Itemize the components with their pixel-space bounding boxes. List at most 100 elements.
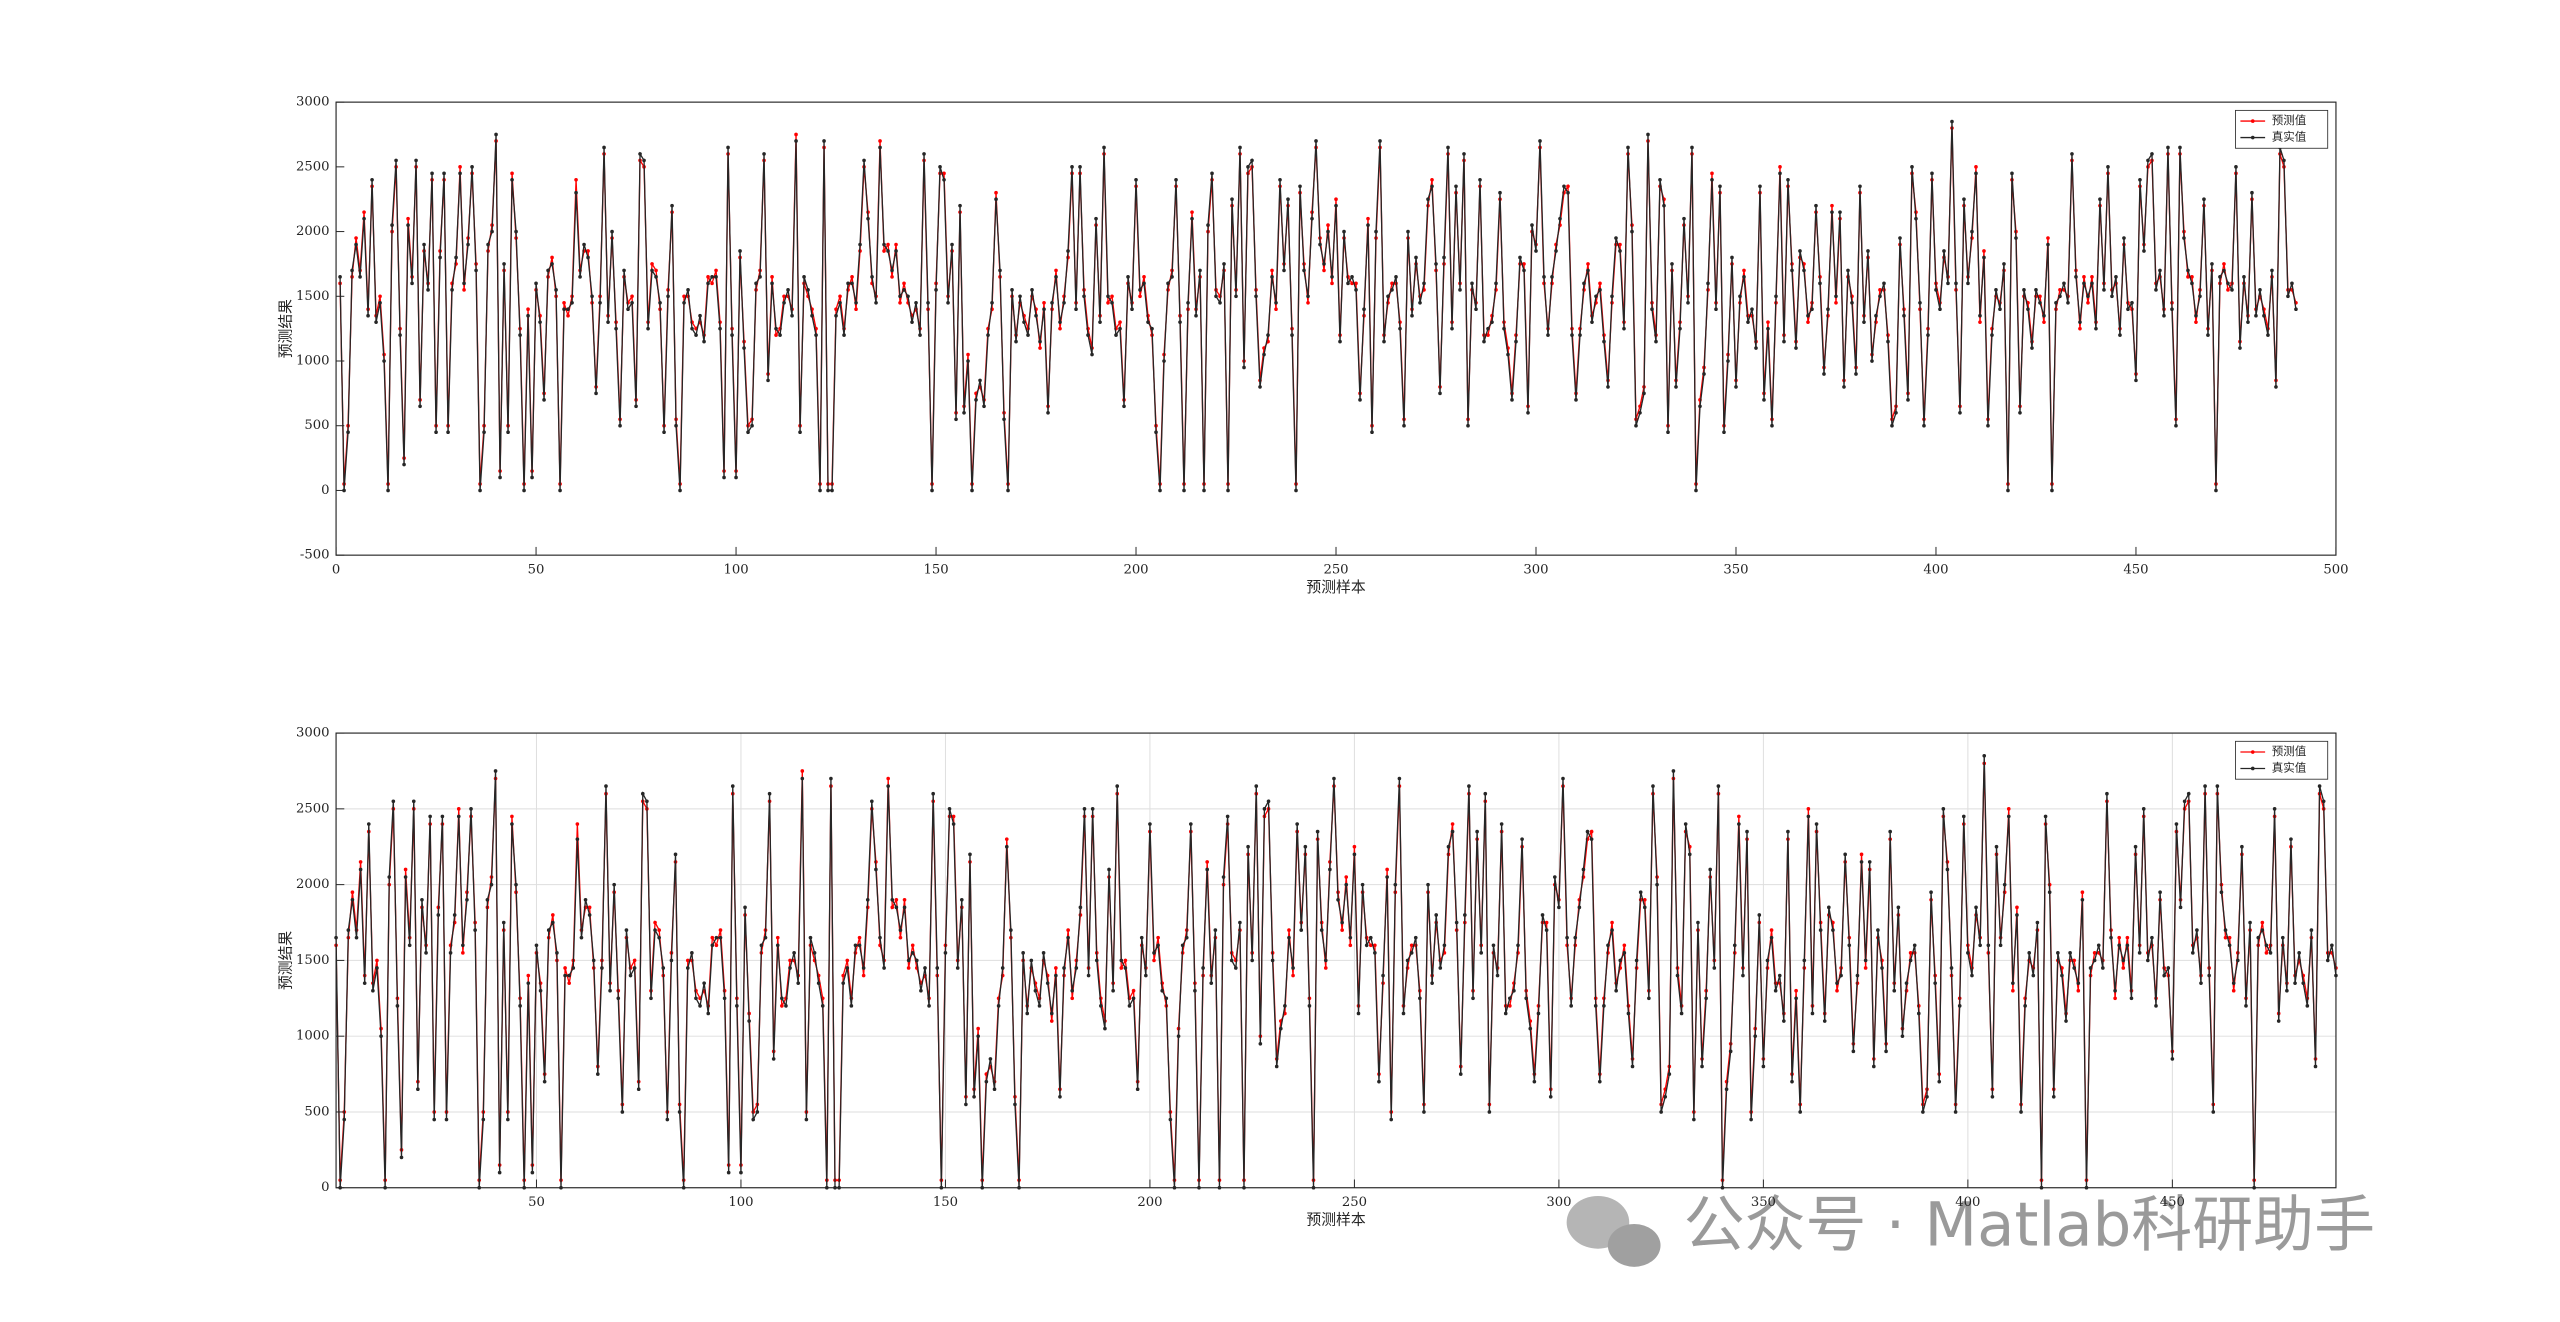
- data-point: [1734, 385, 1738, 389]
- y-tick-label: 1500: [296, 953, 329, 968]
- data-point: [1810, 1011, 1815, 1016]
- data-point: [2006, 814, 2011, 819]
- data-point: [2262, 313, 2266, 318]
- data-point: [1890, 423, 1894, 428]
- data-point: [1610, 928, 1614, 932]
- data-point: [1438, 966, 1443, 970]
- data-point: [1422, 1110, 1426, 1114]
- data-point: [1910, 165, 1914, 169]
- data-point: [1050, 300, 1054, 305]
- data-point: [1307, 1004, 1312, 1008]
- data-point: [1414, 255, 1418, 260]
- data-point: [2162, 313, 2166, 318]
- data-point: [1618, 249, 1622, 253]
- data-point: [685, 958, 690, 963]
- data-point: [2178, 905, 2183, 910]
- data-point: [485, 897, 490, 902]
- data-point: [1049, 1011, 1054, 1016]
- data-point: [575, 837, 580, 841]
- data-point: [454, 255, 458, 260]
- data-point: [845, 958, 850, 963]
- data-point: [2150, 935, 2154, 940]
- data-point: [894, 897, 899, 902]
- data-point: [1238, 920, 1242, 925]
- data-point: [882, 249, 886, 253]
- data-point: [1450, 822, 1455, 826]
- data-point: [1974, 165, 1978, 169]
- data-point: [2309, 928, 2314, 932]
- data-point: [1054, 966, 1058, 970]
- data-point: [1766, 320, 1770, 324]
- data-point: [1291, 966, 1295, 970]
- data-point: [1126, 275, 1130, 279]
- data-point: [2190, 951, 2195, 955]
- data-point: [830, 488, 834, 493]
- data-point: [1139, 935, 1144, 940]
- watermark-text: 公众号 · Matlab科研助手: [1684, 1190, 2375, 1261]
- y-tick-label: 2500: [296, 801, 329, 816]
- data-point: [1205, 867, 1209, 872]
- data-point: [2015, 913, 2019, 917]
- data-point: [1722, 430, 1726, 435]
- data-point: [2230, 288, 2234, 292]
- data-point: [1009, 928, 1013, 932]
- data-point: [546, 268, 550, 273]
- data-point: [2058, 294, 2062, 299]
- data-point: [1544, 920, 1549, 925]
- data-point: [379, 1034, 383, 1038]
- data-point: [1642, 905, 1647, 910]
- data-point: [842, 333, 846, 337]
- data-point: [1111, 988, 1115, 993]
- data-point: [846, 281, 850, 286]
- data-point: [1642, 391, 1646, 396]
- data-point: [1381, 973, 1385, 978]
- data-point: [782, 300, 786, 305]
- data-point: [2264, 943, 2269, 948]
- data-point: [1323, 966, 1328, 970]
- data-point: [2011, 981, 2015, 985]
- data-point: [1014, 339, 1018, 344]
- data-point: [1851, 1049, 1856, 1054]
- data-point: [1180, 943, 1185, 948]
- data-point: [710, 275, 714, 279]
- data-point: [829, 776, 833, 781]
- data-point: [1714, 307, 1718, 312]
- data-point: [1490, 320, 1494, 324]
- data-point: [1310, 216, 1314, 221]
- data-point: [1892, 988, 1897, 993]
- data-point: [1566, 190, 1570, 195]
- data-point: [1978, 320, 1982, 324]
- data-point: [1054, 973, 1058, 978]
- data-point: [1508, 996, 1512, 1001]
- data-point: [2170, 1057, 2175, 1061]
- data-point: [1160, 988, 1165, 993]
- data-point: [1561, 776, 1565, 781]
- data-point: [1990, 1094, 1995, 1099]
- data-point: [1798, 249, 1802, 253]
- x-tick-label: 400: [1923, 562, 1948, 577]
- data-point: [810, 313, 814, 318]
- data-point: [1209, 981, 1214, 985]
- data-point: [786, 288, 790, 292]
- data-point: [406, 216, 410, 221]
- data-point: [1650, 307, 1654, 312]
- data-point: [2190, 275, 2194, 279]
- data-point: [1871, 1064, 1876, 1069]
- x-tick-label: 100: [723, 562, 748, 577]
- data-point: [1544, 928, 1549, 932]
- series-line: [339, 121, 2297, 492]
- data-point: [1450, 829, 1455, 834]
- data-point: [403, 875, 408, 879]
- data-point: [1998, 307, 2002, 312]
- data-point: [2129, 996, 2134, 1001]
- data-point: [682, 294, 686, 299]
- data-point: [1925, 1094, 1929, 1099]
- data-point: [1314, 139, 1318, 143]
- data-point: [432, 1117, 437, 1122]
- data-point: [1454, 920, 1459, 925]
- data-point: [1594, 294, 1598, 299]
- data-point: [2210, 262, 2214, 266]
- data-point: [1814, 822, 1819, 826]
- data-point: [2018, 410, 2022, 415]
